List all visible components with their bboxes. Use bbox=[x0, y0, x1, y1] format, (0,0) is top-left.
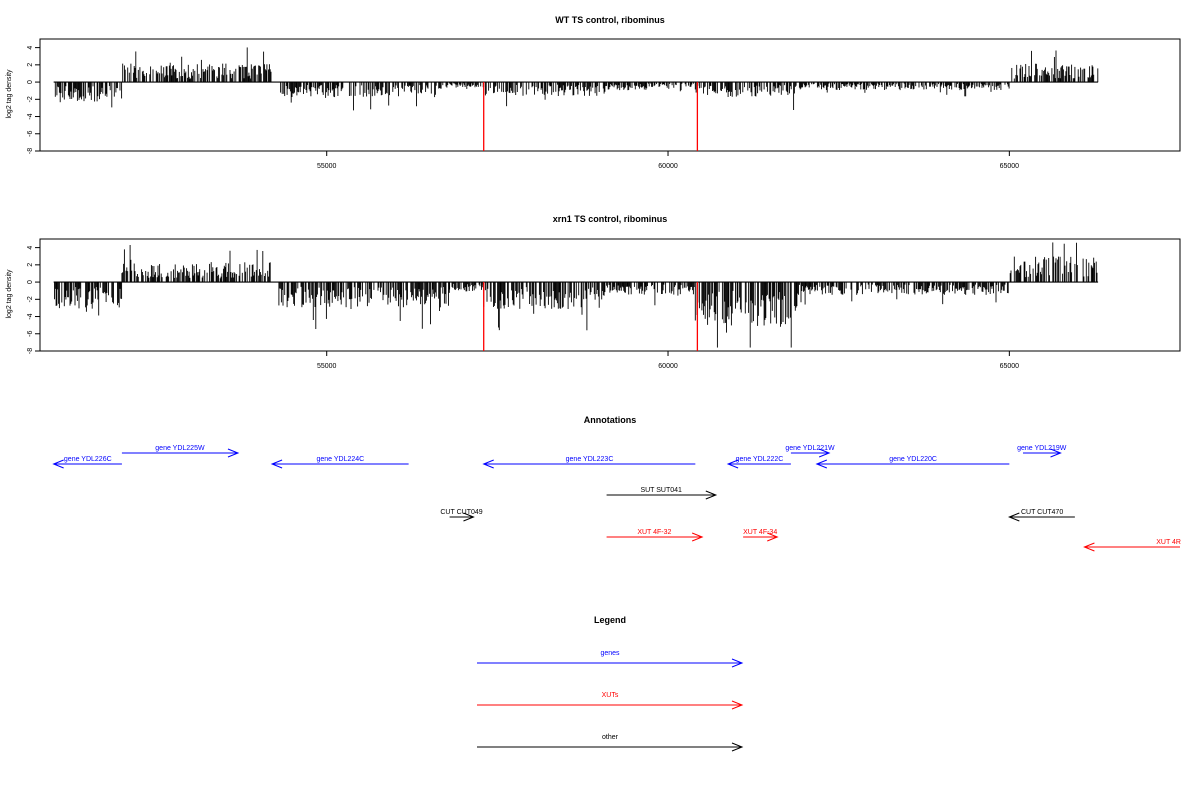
xrn1-track-y-axis-label: log2 tag density bbox=[6, 269, 13, 319]
annotation-label: XUT 4R bbox=[1156, 539, 1181, 546]
annotation-feature: gene YDL223C bbox=[482, 456, 696, 469]
annotation-arrow-head-icon bbox=[463, 512, 475, 522]
legend-item-other: other bbox=[477, 734, 744, 752]
annotation-feature: CUT CUT470 bbox=[1007, 509, 1075, 522]
xrn1-x-tick-label: 55000 bbox=[317, 363, 337, 370]
legend-item-gene: genes bbox=[477, 650, 744, 668]
xrn1-y-tick-label: 4 bbox=[27, 246, 34, 250]
annotation-label: gene YDL224C bbox=[316, 456, 364, 463]
xrn1-y-tick-label: -6 bbox=[27, 331, 34, 337]
annotation-label: gene YDL223C bbox=[566, 456, 614, 463]
annotation-feature: XUT 4F-34 bbox=[743, 529, 779, 542]
annotations-title: Annotations bbox=[584, 415, 637, 425]
annotation-arrow-head-icon bbox=[482, 459, 494, 469]
xrn1-track-panel: xrn1 TS control, ribominus log2 tag dens… bbox=[6, 214, 1181, 370]
wt-track-plot-box bbox=[39, 38, 1181, 152]
xrn1-track-plot-box bbox=[39, 238, 1181, 352]
annotation-arrow-head-icon bbox=[726, 459, 739, 469]
xrn1-y-tick-label: -2 bbox=[27, 296, 34, 302]
annotation-feature: SUT SUT041 bbox=[606, 487, 718, 500]
legend-title: Legend bbox=[594, 615, 626, 625]
wt-y-tick-label: -4 bbox=[27, 113, 34, 119]
annotation-label: CUT CUT470 bbox=[1021, 509, 1063, 516]
annotation-feature: gene YDL219W bbox=[1017, 445, 1067, 458]
xrn1-track-y-axis: -8 -6 -4 -2 0 2 4 bbox=[27, 246, 40, 354]
wt-y-tick-label: 0 bbox=[27, 80, 34, 84]
wt-y-tick-label: -6 bbox=[27, 131, 34, 137]
annotation-label: gene YDL221W bbox=[785, 445, 835, 452]
annotation-arrow-head-icon bbox=[818, 448, 831, 458]
xrn1-track-bars bbox=[53, 242, 1099, 351]
wt-y-tick-label: -8 bbox=[27, 148, 34, 154]
annotation-feature: gene YDL225W bbox=[121, 445, 240, 458]
xrn1-x-tick-label: 60000 bbox=[658, 363, 678, 370]
wt-track-x-axis: 55000 60000 65000 bbox=[317, 151, 1019, 170]
annotation-label: CUT CUT049 bbox=[440, 509, 482, 516]
annotation-feature: gene YDL221W bbox=[785, 445, 835, 458]
annotation-arrow-head-icon bbox=[227, 448, 240, 458]
annotation-label: XUT 4F-34 bbox=[743, 529, 777, 536]
wt-track-bars bbox=[53, 47, 1099, 151]
xrn1-y-tick-label: 2 bbox=[27, 263, 34, 267]
wt-y-tick-label: 4 bbox=[27, 46, 34, 50]
wt-track-y-axis: -8 -6 -4 -2 0 2 4 bbox=[27, 46, 40, 154]
xrn1-y-tick-label: 0 bbox=[27, 280, 34, 284]
legend-arrow-head-icon bbox=[731, 658, 744, 668]
wt-y-tick-label: -2 bbox=[27, 96, 34, 102]
legend-item-xut: XUTs bbox=[477, 692, 744, 710]
legend-label: XUTs bbox=[602, 692, 619, 699]
annotation-label: SUT SUT041 bbox=[640, 487, 682, 494]
xrn1-x-tick-label: 65000 bbox=[1000, 363, 1020, 370]
annotation-feature: CUT CUT049 bbox=[440, 509, 483, 522]
annotation-feature: gene YDL222C bbox=[726, 456, 791, 469]
xrn1-y-tick-label: -8 bbox=[27, 348, 34, 354]
legend-panel: Legend genes XUTs other bbox=[477, 615, 744, 752]
annotation-label: gene YDL222C bbox=[736, 456, 784, 463]
annotation-arrow-head-icon bbox=[1083, 542, 1095, 552]
annotation-features: gene YDL226C gene YDL225W gene YDL224C gene… bbox=[52, 445, 1181, 552]
annotation-arrow-head-icon bbox=[1007, 512, 1020, 522]
wt-x-tick-label: 65000 bbox=[1000, 163, 1020, 170]
annotation-arrow-head-icon bbox=[815, 459, 828, 469]
annotation-arrow-head-icon bbox=[705, 490, 718, 500]
annotation-label: gene YDL219W bbox=[1017, 445, 1067, 452]
wt-y-tick-label: 2 bbox=[27, 63, 34, 67]
annotation-arrow-head-icon bbox=[52, 459, 64, 469]
legend-arrow-head-icon bbox=[731, 742, 744, 752]
annotation-arrow-head-icon bbox=[1050, 448, 1062, 458]
annotation-feature: XUT 4F-32 bbox=[606, 529, 704, 542]
legend-items: genes XUTs other bbox=[477, 650, 744, 752]
wt-track-panel: WT TS control, ribominus log2 tag densit… bbox=[6, 15, 1181, 170]
annotation-label: gene YDL226C bbox=[64, 456, 112, 463]
annotation-feature: gene YDL220C bbox=[815, 456, 1010, 469]
xrn1-track-x-axis: 55000 60000 65000 bbox=[317, 351, 1019, 370]
xrn1-track-title: xrn1 TS control, ribominus bbox=[553, 214, 668, 224]
annotation-feature: XUT 4R bbox=[1083, 539, 1181, 552]
annotation-label: gene YDL220C bbox=[889, 456, 937, 463]
legend-label: other bbox=[602, 734, 619, 741]
legend-label: genes bbox=[600, 650, 620, 657]
annotation-label: XUT 4F-32 bbox=[637, 529, 671, 536]
annotation-feature: gene YDL224C bbox=[270, 456, 409, 469]
wt-x-tick-label: 55000 bbox=[317, 163, 337, 170]
annotation-arrow-head-icon bbox=[767, 532, 779, 542]
annotation-arrow-head-icon bbox=[270, 459, 283, 469]
wt-x-tick-label: 60000 bbox=[658, 163, 678, 170]
annotation-arrow-head-icon bbox=[691, 532, 704, 542]
legend-arrow-head-icon bbox=[731, 700, 744, 710]
wt-track-title: WT TS control, ribominus bbox=[555, 15, 665, 25]
annotation-feature: gene YDL226C bbox=[52, 456, 122, 469]
xrn1-y-tick-label: -4 bbox=[27, 313, 34, 319]
annotation-label: gene YDL225W bbox=[155, 445, 205, 452]
wt-track-y-axis-label: log2 tag density bbox=[6, 69, 13, 119]
